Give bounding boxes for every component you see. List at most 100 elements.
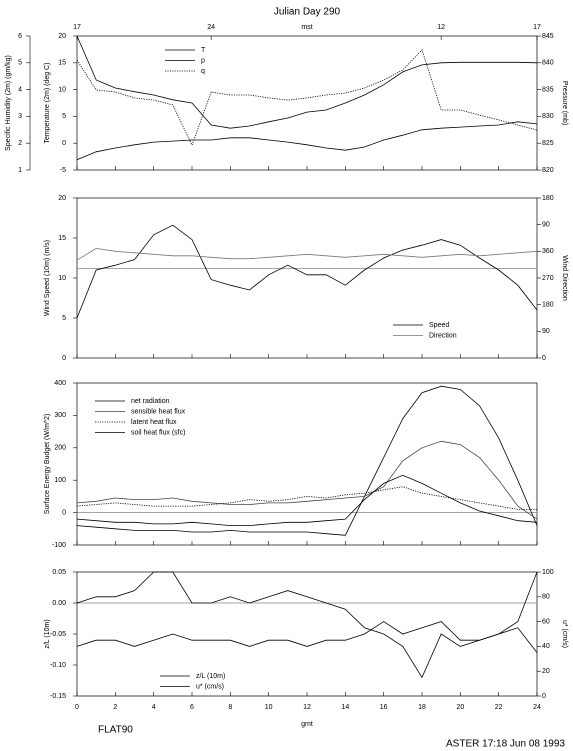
axis-title: Temperature (2m) (deg C) — [44, 63, 51, 144]
x-tick-label: 16 — [380, 704, 388, 711]
y-tick-label: 0.00 — [52, 600, 66, 607]
y3-tick-label: 2 — [18, 140, 22, 147]
y2-tick-label: 0 — [542, 693, 546, 700]
y-tick-label: -0.05 — [50, 631, 66, 638]
y2-tick-label: 80 — [542, 594, 550, 601]
x-tick-label: 4 — [152, 704, 156, 711]
y3-tick-label: 1 — [18, 167, 22, 174]
series-line — [76, 571, 538, 647]
x-tick-label: 0 — [75, 704, 79, 711]
x-tick-label: 20 — [456, 704, 464, 711]
y2-tick-label: 845 — [542, 33, 554, 40]
y2-tick-label: 825 — [542, 140, 554, 147]
y3-tick-label: 6 — [18, 33, 22, 40]
legend-label: Direction — [429, 332, 457, 339]
legend-label: q — [201, 68, 205, 75]
plot-frame — [76, 197, 538, 359]
y-tick-label: 10 — [58, 86, 66, 93]
y-tick-label: -0.15 — [50, 693, 66, 700]
y-tick-label: 15 — [58, 60, 66, 67]
y2-tick-label: 100 — [542, 569, 554, 576]
y2-tick-label: 20 — [542, 668, 550, 675]
y2-tick-label: 360 — [542, 248, 554, 255]
y-tick-label: 20 — [58, 33, 66, 40]
y-tick-label: 400 — [54, 380, 66, 387]
y2-tick-label: 90 — [542, 222, 550, 229]
series-line — [76, 35, 538, 129]
y2-tick-label: 835 — [542, 86, 554, 93]
axis-title: z/L (10m) — [44, 619, 51, 648]
y-tick-label: 0 — [62, 355, 66, 362]
y-tick-label: 0.05 — [52, 569, 66, 576]
y-tick-label: 200 — [54, 445, 66, 452]
x-tick-label: 2 — [113, 704, 117, 711]
axis-title: u* (cm/s) — [561, 620, 568, 648]
x2-axis-title: mst — [301, 24, 312, 31]
y2-tick-label: 180 — [542, 195, 554, 202]
legend-label: sensible heat flux — [131, 408, 186, 415]
x-tick-label: 14 — [341, 704, 349, 711]
x-tick-label: 12 — [303, 704, 311, 711]
legend-label: Speed — [429, 322, 449, 329]
series-line — [76, 121, 538, 161]
x2-tick-label: 24 — [207, 24, 215, 31]
y-tick-label: -5 — [60, 167, 66, 174]
legend-label: soil heat flux (sfc) — [131, 429, 185, 436]
y-tick-label: 5 — [62, 113, 66, 120]
plot-frame — [76, 35, 538, 171]
y2-tick-label: 840 — [542, 60, 554, 67]
y-tick-label: 300 — [54, 412, 66, 419]
y2-tick-label: 40 — [542, 643, 550, 650]
axis-title: Pressure (mb) — [561, 81, 568, 125]
x-tick-label: 6 — [190, 704, 194, 711]
y-tick-label: 15 — [58, 235, 66, 242]
y-tick-label: -0.10 — [50, 662, 66, 669]
y3-tick-label: 4 — [18, 86, 22, 93]
x-tick-label: 8 — [228, 704, 232, 711]
x2-tick-label: 17 — [73, 24, 81, 31]
y2-tick-label: 90 — [542, 328, 550, 335]
legend-label: net radiation — [131, 398, 170, 405]
y-tick-label: 10 — [58, 275, 66, 282]
y-tick-label: 100 — [54, 477, 66, 484]
series-line — [76, 486, 537, 510]
legend-label: z/L (10m) — [196, 673, 225, 680]
axis-title: Wind Speed (10m) (m/s) — [44, 240, 51, 316]
y-tick-label: 0 — [62, 140, 66, 147]
y2-tick-label: 830 — [542, 113, 554, 120]
footer-left: FLAT90 — [98, 725, 133, 736]
y3-tick-label: 3 — [18, 113, 22, 120]
legend-label: p — [201, 57, 205, 64]
legend-label: latent heat flux — [131, 419, 177, 426]
series-line — [76, 49, 538, 147]
y2-tick-label: 60 — [542, 618, 550, 625]
axis-title: Wind Direction — [561, 255, 568, 301]
axis-title: Surface Energy Budget (W/m^2) — [44, 414, 51, 515]
y2-tick-label: 180 — [542, 302, 554, 309]
footer-right: ASTER 17:18 Jun 08 1993 — [446, 739, 565, 750]
y2-tick-label: 0 — [542, 355, 546, 362]
series-line — [76, 474, 538, 526]
series-line — [76, 571, 538, 679]
series-line — [76, 224, 538, 319]
y-tick-label: 0 — [62, 509, 66, 516]
x-tick-label: 10 — [265, 704, 273, 711]
y-tick-label: 20 — [58, 195, 66, 202]
series-line — [76, 385, 538, 536]
y-tick-label: 5 — [62, 315, 66, 322]
legend-label: u* (cm/s) — [196, 683, 224, 690]
plot-frame — [76, 571, 538, 697]
y2-tick-label: 270 — [542, 275, 554, 282]
axis-title: Specific Humidity (2m) (gm/kg) — [5, 55, 12, 151]
x2-tick-label: 17 — [533, 24, 541, 31]
x2-tick-label: 12 — [437, 24, 445, 31]
chart-title: Julian Day 290 — [274, 7, 341, 18]
x-tick-label: 18 — [418, 704, 426, 711]
y-tick-label: -100 — [52, 542, 66, 549]
series-line — [76, 247, 538, 261]
y2-tick-label: 820 — [542, 167, 554, 174]
x-tick-label: 24 — [533, 704, 541, 711]
plot-frame — [76, 382, 538, 546]
x-axis-title: gmt — [301, 721, 313, 728]
